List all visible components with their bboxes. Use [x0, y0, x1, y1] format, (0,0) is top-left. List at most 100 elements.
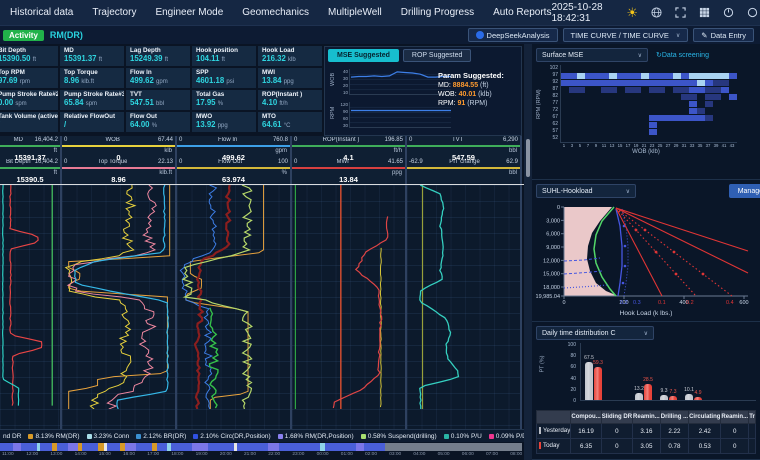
curve-value: 547.59: [452, 153, 475, 162]
activity-timeline-strip[interactable]: [0, 443, 522, 451]
timeline-segment: [236, 443, 269, 451]
heatmap-cell: [617, 101, 625, 107]
hookload-select[interactable]: SUHL-Hookload ∨: [536, 184, 636, 198]
table-col-header: Reamin...: [720, 410, 750, 424]
tab-mse-suggested[interactable]: MSE Suggested: [328, 49, 399, 62]
track-plot[interactable]: [292, 185, 407, 429]
curve-max: 16,404.2: [34, 159, 58, 165]
heatmap-cell: [729, 136, 737, 142]
tab-rop-suggested[interactable]: ROP Suggested: [402, 49, 472, 62]
heatmap-x-tick: 27: [665, 143, 671, 148]
fullscreen-icon[interactable]: [675, 6, 686, 19]
power-icon[interactable]: [723, 6, 734, 19]
heatmap-cell: [561, 87, 569, 93]
curve-value: 8.96: [111, 175, 126, 184]
heatmap-cell: [657, 129, 665, 135]
nav-item-5[interactable]: Drilling Progress: [400, 7, 475, 18]
grid-icon[interactable]: [699, 6, 710, 19]
nav-item-0[interactable]: Historical data: [10, 7, 74, 18]
bar-today: 4.9: [694, 390, 702, 400]
timeline-segment: [13, 443, 21, 451]
mse-heatmap[interactable]: [560, 65, 737, 143]
table-cell: 0: [720, 423, 750, 439]
card-label: Pump Stroke Rate#2: [0, 91, 58, 98]
bar-today: 59.3: [593, 360, 603, 400]
bar-group: [731, 343, 756, 400]
nav-item-2[interactable]: Engineer Mode: [155, 7, 224, 18]
table-cell: 0.78: [659, 438, 690, 454]
heatmap-cell: [617, 108, 625, 114]
time-label: 17:00: [147, 452, 160, 457]
timeline-segment: [82, 443, 99, 451]
track-plot[interactable]: [62, 185, 177, 429]
vertical-scrollbar[interactable]: [524, 44, 532, 460]
nav-item-4[interactable]: MultipleWell: [327, 7, 382, 18]
card-unit: spm: [85, 101, 98, 107]
bar-value-label: 28.5: [643, 377, 653, 384]
data-screening-link[interactable]: ↻Data screening: [656, 52, 709, 59]
track-plot[interactable]: [407, 185, 522, 429]
curve-value-row: 4.1 ft/h: [292, 147, 405, 162]
heatmap-y-tick: 82: [552, 93, 558, 99]
data-entry-button[interactable]: ✎ Data Entry: [693, 28, 754, 42]
heatmap-cell: [633, 94, 641, 100]
heatmap-cell: [649, 73, 657, 79]
log-tracks-plots[interactable]: [0, 184, 524, 429]
heatmap-cell: [649, 66, 657, 72]
heatmap-cell: [689, 80, 697, 86]
curve-type-select[interactable]: TIME CURVE / TIME CURVE ∨: [562, 28, 689, 42]
heatmap-cell: [601, 66, 609, 72]
bar-yesterday: 10.1: [684, 387, 694, 400]
bars-plot-area[interactable]: 67.5 59.3 13.2 28.5 9.3 7.3 10.1 4.9: [580, 343, 756, 401]
heatmap-cell: [673, 136, 681, 142]
legend-item: 2.12% BR(DR): [136, 433, 186, 440]
table-col-header: Drilling ...: [659, 410, 690, 424]
daily-distribution-select[interactable]: Daily time distribution C ∨: [536, 326, 654, 340]
param-unit: (klb): [478, 91, 492, 98]
daily-distribution-table: Compou... Sliding DR Reamin... Drilling ...…: [535, 410, 756, 454]
globe-icon[interactable]: [651, 6, 662, 19]
nav-item-3[interactable]: Geomechanics: [242, 7, 309, 18]
scrollbar-thumb[interactable]: [526, 139, 530, 177]
time-label: 00:00: [316, 452, 329, 457]
manage-button[interactable]: Manage: [728, 184, 760, 198]
nav-item-1[interactable]: Trajectory: [92, 7, 137, 18]
track-plot[interactable]: [0, 185, 62, 429]
heatmap-cell: [721, 115, 729, 121]
curve-underline: [62, 145, 175, 147]
clock-icon[interactable]: [747, 6, 758, 19]
nav-item-6[interactable]: Auto Reports: [493, 7, 552, 18]
tick: 30: [342, 75, 348, 81]
table-cell: 16.19: [570, 423, 602, 439]
heatmap-cell: [569, 136, 577, 142]
curve-max: 67.44: [157, 137, 173, 143]
track-plot[interactable]: [177, 185, 292, 429]
hookload-chart[interactable]: 0 3,000 6,000 9,000 12,000 15,000 18,000 19,985…: [536, 201, 750, 306]
heatmap-cell: [609, 129, 617, 135]
heatmap-cell: [673, 108, 681, 114]
timeline-segment: [207, 443, 234, 451]
time-label: 06:00: [461, 452, 474, 457]
deepseek-analysis-button[interactable]: DeepSeekAnalysis: [467, 28, 558, 42]
heatmap-x-tick: 9: [594, 143, 598, 148]
heatmap-cell: [601, 101, 609, 107]
svg-text:6,000: 6,000: [546, 232, 560, 238]
heatmap-x-tick: 3: [570, 143, 574, 148]
timeline-segment: [268, 443, 279, 451]
row-marker: [539, 427, 541, 435]
bar-yesterday: 9.3: [660, 388, 668, 400]
heatmap-cell: [681, 80, 689, 86]
theme-sun-icon[interactable]: ☀: [626, 4, 638, 20]
heatmap-cell: [593, 115, 601, 121]
heatmap-cell: [569, 87, 577, 93]
card-value: 64.61 °C: [262, 120, 291, 129]
bar-today: 7.3: [669, 389, 677, 400]
heatmap-cell: [649, 80, 657, 86]
bar-group: [706, 343, 731, 400]
surface-mse-select[interactable]: Surface MSE ∨: [536, 48, 648, 62]
curve-value: 15391.37: [14, 153, 46, 162]
heatmap-cell: [673, 122, 681, 128]
heatmap-cell: [641, 136, 649, 142]
legend-text: 2.10% Circ(DR,Position): [200, 432, 271, 440]
curve-underline: [177, 167, 290, 169]
